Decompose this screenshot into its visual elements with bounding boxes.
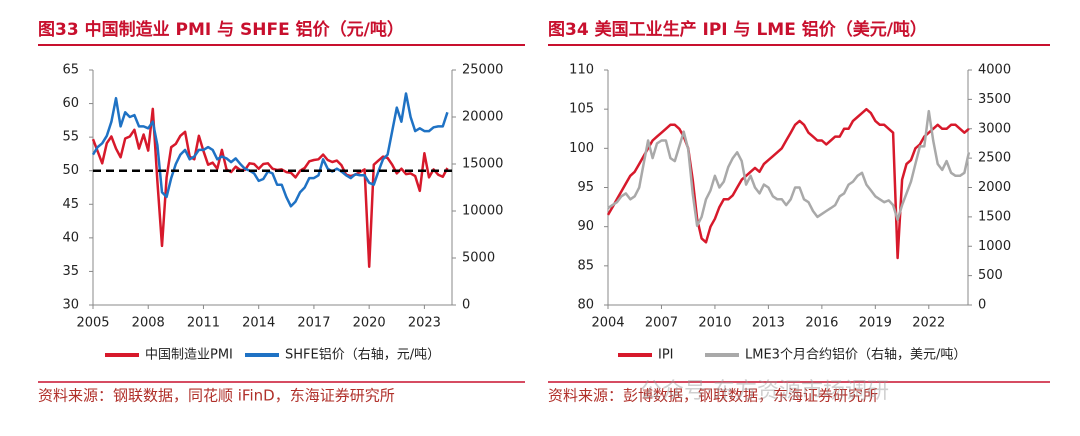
y2-tick-label: 0 (462, 298, 470, 313)
x-tick-label: 2020 (353, 316, 386, 331)
series-line (606, 107, 970, 260)
legend-label: LME3个月合约铝价（右轴，美元/吨） (745, 348, 966, 363)
y2-tick-label: 15000 (462, 157, 503, 172)
x-tick-label: 2014 (242, 316, 275, 331)
x-tick-label: 2013 (752, 316, 785, 331)
x-tick-label: 2008 (132, 316, 165, 331)
series-line (607, 109, 971, 227)
y-tick-label: 30 (62, 298, 79, 313)
legend-label: SHFE铝价（右轴，元/吨） (285, 348, 440, 363)
x-tick-label: 2022 (912, 316, 945, 331)
y2-tick-label: 3500 (978, 92, 1011, 107)
source: 资料来源：钢联数据，同花顺 iFinD，东海证券研究所 (38, 387, 395, 405)
y2-tick-label: 5000 (462, 251, 495, 266)
y2-tick-label: 10000 (462, 204, 503, 219)
y2-tick-label: 3000 (978, 121, 1011, 136)
legend-label: IPI (658, 348, 674, 363)
source: 资料来源：彭博数据，钢联数据，东海证券研究所 (548, 387, 878, 405)
y-tick-label: 50 (62, 163, 79, 178)
watermark: 公众号·东方资源市场调研 (640, 379, 889, 404)
x-tick-label: 2005 (76, 316, 109, 331)
y2-tick-label: 2000 (978, 180, 1011, 195)
x-tick-label: 2023 (408, 316, 441, 331)
y-tick-label: 40 (62, 230, 79, 245)
y2-tick-label: 25000 (462, 63, 503, 78)
y2-tick-label: 500 (978, 268, 1003, 283)
x-tick-label: 2004 (591, 316, 624, 331)
y-tick-label: 45 (62, 197, 79, 212)
series-line (91, 92, 449, 208)
series-line (91, 107, 449, 268)
y-tick-label: 65 (62, 63, 79, 78)
chart-title: 图34 美国工业生产 IPI 与 LME 铝价（美元/吨） (548, 19, 927, 40)
y-tick-label: 105 (569, 102, 594, 117)
x-tick-label: 2017 (297, 316, 330, 331)
x-tick-label: 2016 (805, 316, 838, 331)
y-tick-label: 100 (569, 141, 594, 156)
y-tick-label: 90 (577, 219, 594, 234)
x-tick-label: 2010 (698, 316, 731, 331)
x-tick-label: 2011 (187, 316, 220, 331)
y-tick-label: 85 (577, 258, 594, 273)
y2-tick-label: 4000 (978, 63, 1011, 78)
y2-tick-label: 2500 (978, 151, 1011, 166)
x-tick-label: 2019 (859, 316, 892, 331)
y-tick-label: 80 (577, 298, 594, 313)
y-tick-label: 60 (62, 96, 79, 111)
chart-title: 图33 中国制造业 PMI 与 SHFE 铝价（元/吨） (38, 19, 404, 40)
y-tick-label: 55 (62, 130, 79, 145)
y-tick-label: 110 (569, 63, 594, 78)
y2-tick-label: 20000 (462, 110, 503, 125)
y2-tick-label: 1000 (978, 239, 1011, 254)
y2-tick-label: 1500 (978, 209, 1011, 224)
y2-tick-label: 0 (978, 298, 986, 313)
legend-label: 中国制造业PMI (145, 348, 233, 363)
x-tick-label: 2007 (645, 316, 678, 331)
y-tick-label: 95 (577, 180, 594, 195)
y-tick-label: 35 (62, 264, 79, 279)
